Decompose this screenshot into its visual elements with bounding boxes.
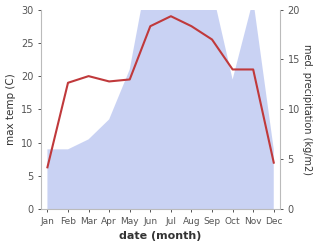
Y-axis label: med. precipitation (kg/m2): med. precipitation (kg/m2) xyxy=(302,44,313,175)
X-axis label: date (month): date (month) xyxy=(119,231,202,242)
Y-axis label: max temp (C): max temp (C) xyxy=(5,74,16,145)
